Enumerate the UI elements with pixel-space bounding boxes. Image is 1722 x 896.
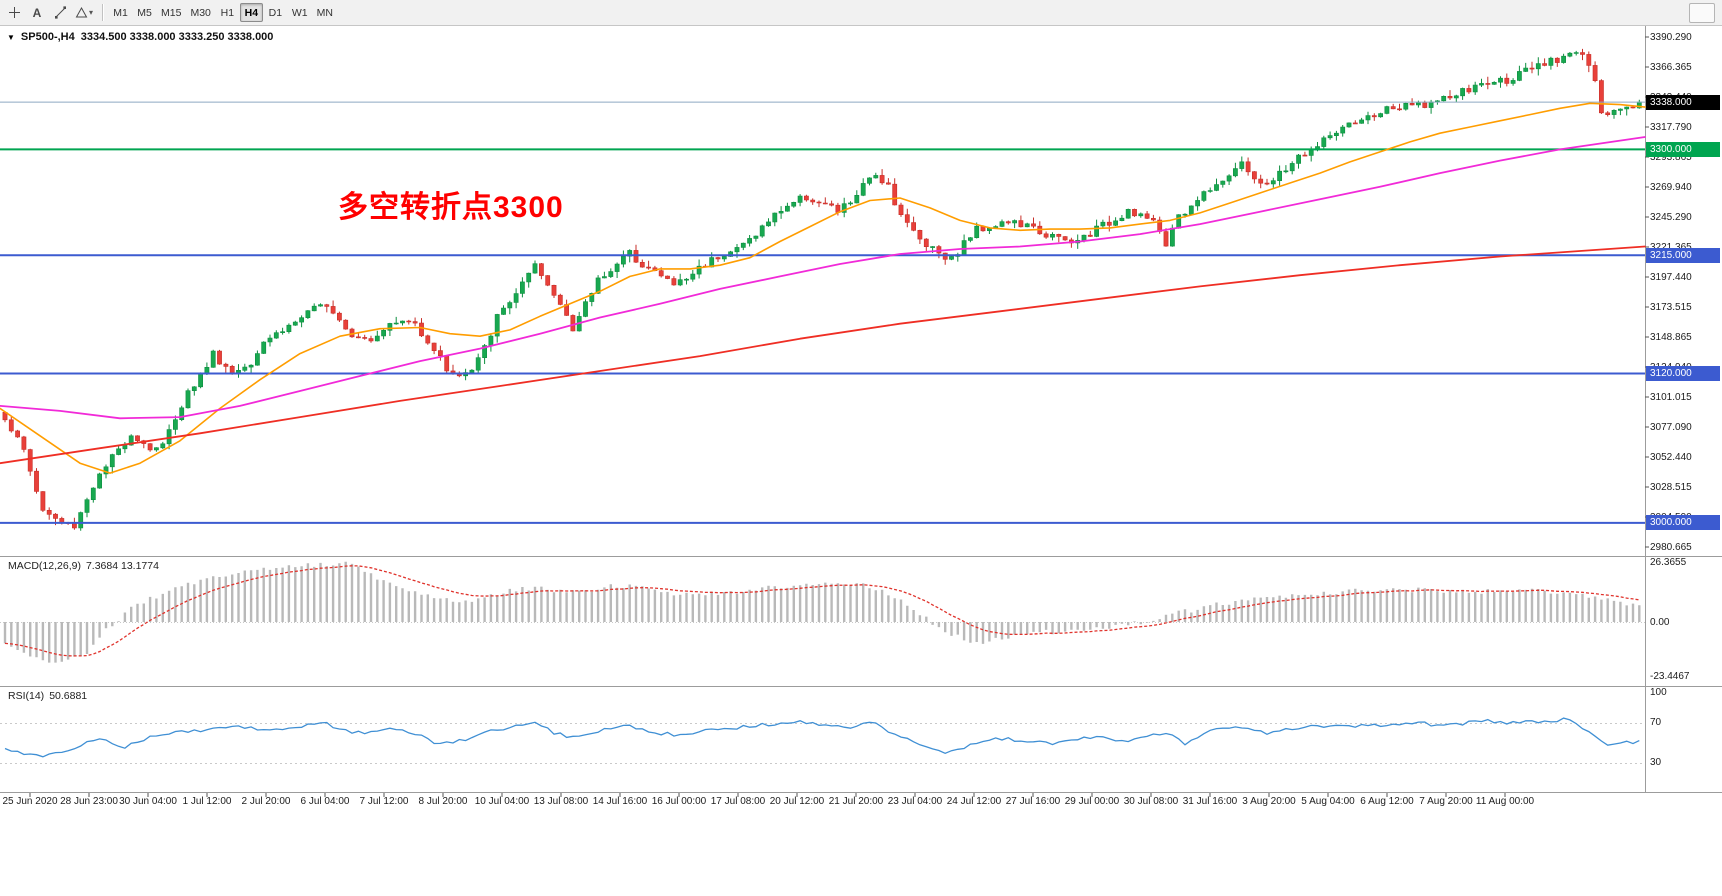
time-axis-label: 6 Jul 04:00 — [300, 796, 350, 807]
macd-axis-label: 26.3655 — [1650, 557, 1687, 568]
ma-slow-line — [0, 245, 1646, 465]
timeframe-mn-button[interactable]: MN — [313, 3, 337, 22]
chart-text-annotation[interactable]: 多空转折点3300 — [338, 191, 564, 224]
time-axis-label: 16 Jul 00:00 — [651, 796, 707, 807]
rsi-axis-label: 70 — [1650, 717, 1662, 728]
rsi-label-text: RSI(14) — [8, 690, 45, 702]
price-axis-label: 3293.865 — [1650, 152, 1692, 163]
price-axis-label: 2980.665 — [1650, 542, 1692, 553]
rsi-indicator-label: RSI(14) 50.6881 — [8, 690, 92, 702]
chart-title: ▼ SP500-,H4 3334.500 3338.000 3333.250 3… — [7, 31, 273, 43]
time-axis-label: 28 Jun 23:00 — [60, 796, 118, 807]
macd-axis-label: 0.00 — [1650, 617, 1670, 628]
time-axis-label: 6 Aug 12:00 — [1360, 796, 1414, 807]
shapes-tool-button[interactable]: ▾ — [72, 3, 96, 23]
ma-fast-line — [0, 102, 1646, 474]
ma-mid-line — [0, 136, 1646, 420]
price-axis-label: 3269.940 — [1650, 182, 1692, 193]
time-axis-label: 20 Jul 12:00 — [769, 796, 825, 807]
trendline-tool-button[interactable] — [49, 3, 71, 23]
timeframe-m5-button[interactable]: M5 — [133, 3, 156, 22]
macd-axis-label: -23.4467 — [1650, 670, 1690, 682]
time-axis-label: 17 Jul 08:00 — [710, 796, 766, 807]
price-axis-label: 3173.515 — [1650, 302, 1692, 313]
timeframe-m15-button[interactable]: M15 — [157, 3, 185, 22]
time-axis-label: 23 Jul 04:00 — [887, 796, 943, 807]
time-axis-label: 7 Jul 12:00 — [359, 796, 409, 807]
time-axis-label: 8 Jul 20:00 — [418, 796, 468, 807]
chart-title-arrow-icon[interactable]: ▼ — [7, 32, 15, 42]
time-axis-label: 14 Jul 16:00 — [592, 796, 648, 807]
price-axis-label: 3366.365 — [1650, 62, 1692, 73]
text-tool-button[interactable]: A — [26, 3, 48, 23]
timeframe-w1-button[interactable]: W1 — [288, 3, 312, 22]
time-axis-label: 3 Aug 20:00 — [1242, 796, 1296, 807]
price-tag-3300.000: 3300.000 — [1646, 141, 1720, 157]
price-axis-label: 3221.365 — [1650, 242, 1692, 253]
candle-wicks-up — [80, 50, 1640, 531]
price-axis-label: 3317.790 — [1650, 122, 1692, 133]
rsi-axis-label: 30 — [1650, 757, 1662, 768]
crosshair-tool-button[interactable] — [3, 3, 25, 23]
candle-bodies-down — [2, 52, 1636, 529]
price-axis-label: 3052.440 — [1650, 452, 1692, 463]
timeframe-group: M1 M5 M15 M30 H1 H4 D1 W1 MN — [109, 3, 337, 22]
timeframe-m30-button[interactable]: M30 — [186, 3, 214, 22]
macd-label-text: MACD(12,26,9) — [8, 560, 81, 572]
time-axis-label: 29 Jul 00:00 — [1064, 796, 1120, 807]
time-axis-label: 10 Jul 04:00 — [474, 796, 530, 807]
timeframe-h1-button[interactable]: H1 — [216, 3, 239, 22]
toolbar-separator — [102, 4, 104, 21]
rsi-axis-label: 100 — [1650, 687, 1667, 698]
macd-histogram — [3, 561, 1641, 663]
time-axis-label: 30 Jul 08:00 — [1123, 796, 1179, 807]
chart-symbol-period: SP500-,H4 — [20, 31, 75, 43]
price-axis-label: 3101.015 — [1650, 392, 1692, 403]
price-axis-label: 3197.440 — [1650, 272, 1692, 283]
price-tag-3215.000: 3215.000 — [1646, 247, 1720, 263]
price-tag-3000.000: 3000.000 — [1646, 515, 1720, 531]
rsi-line — [4, 717, 1640, 758]
macd-signal-line — [4, 565, 1640, 657]
time-axis-label: 30 Jun 04:00 — [119, 796, 177, 807]
timeframe-m1-button[interactable]: M1 — [109, 3, 132, 22]
text-tool-a-icon: A — [32, 5, 42, 20]
price-axis-label: 3390.290 — [1650, 32, 1692, 43]
time-axis-label: 13 Jul 08:00 — [533, 796, 589, 807]
price-tag-3338.000: 3338.000 — [1646, 94, 1720, 110]
time-axis-label: 1 Jul 12:00 — [182, 796, 232, 807]
candle-bodies-up — [78, 52, 1642, 529]
timeframe-d1-button[interactable]: D1 — [264, 3, 287, 22]
dropdown-caret-icon: ▾ — [89, 8, 94, 17]
time-axis-label: 11 Aug 00:00 — [1475, 796, 1535, 807]
crosshair-icon — [8, 7, 20, 18]
rsi-value: 50.6881 — [49, 690, 88, 702]
trendline-icon — [54, 6, 66, 19]
price-axis-label: 3028.515 — [1650, 482, 1692, 493]
time-axis-label: 24 Jul 12:00 — [946, 796, 1002, 807]
candle-wicks-down — [4, 48, 1634, 530]
time-axis-label: 27 Jul 16:00 — [1005, 796, 1061, 807]
price-axis-label: 3245.290 — [1650, 212, 1692, 223]
time-axis-label: 31 Jul 16:00 — [1182, 796, 1238, 807]
toolbar-extra-button[interactable] — [1689, 2, 1715, 23]
time-axis-label: 7 Aug 20:00 — [1419, 796, 1473, 807]
chart-toolbar: A ▾ M1 M5 M15 M30 H1 H4 D1 W1 MN — [0, 0, 1722, 26]
macd-values: 7.3684 13.1774 — [85, 560, 159, 572]
time-axis-label: 21 Jul 20:00 — [828, 796, 884, 807]
timeframe-h4-button[interactable]: H4 — [239, 3, 263, 22]
chart-ohlc: 3334.500 3338.000 3333.250 3338.000 — [80, 31, 274, 43]
shapes-icon — [75, 6, 88, 18]
price-axis-label: 3077.090 — [1650, 422, 1692, 433]
time-axis-label: 2 Jul 20:00 — [241, 796, 291, 807]
price-tag-3120.000: 3120.000 — [1646, 366, 1720, 382]
price-axis-label: 3148.865 — [1650, 332, 1692, 343]
time-axis-label: 5 Aug 04:00 — [1301, 796, 1355, 807]
time-axis-label: 25 Jun 2020 — [2, 796, 58, 807]
macd-indicator-label: MACD(12,26,9) 7.3684 13.1774 — [8, 560, 164, 572]
